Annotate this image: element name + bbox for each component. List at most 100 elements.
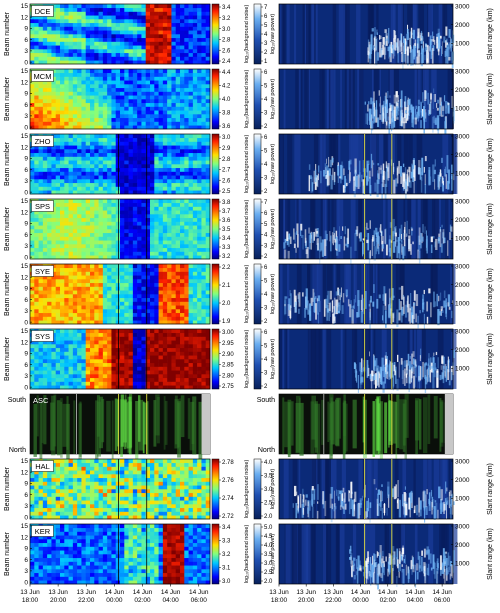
heatmap-cell	[77, 152, 82, 157]
heatmap-cell	[51, 49, 57, 54]
rti-echo	[298, 292, 301, 307]
rti-echo	[448, 169, 450, 184]
rti-echo	[372, 162, 375, 165]
heatmap-cell	[188, 34, 194, 39]
heatmap-cell	[154, 149, 159, 154]
heatmap-cell	[141, 15, 147, 20]
heatmap-cell	[98, 385, 104, 390]
heatmap-cell	[98, 160, 104, 165]
heatmap-cell	[180, 264, 185, 269]
heatmap-cell	[38, 145, 44, 150]
rti-stripe	[434, 199, 440, 259]
noise-axis-label: log₁₀(background noise)	[244, 5, 250, 64]
heatmap-cell	[64, 282, 69, 287]
heatmap-cell	[115, 199, 121, 204]
rti-echo	[333, 175, 336, 185]
rti-echo	[436, 103, 438, 108]
heatmap-cell	[51, 240, 57, 245]
heatmap-cell	[68, 99, 74, 104]
heatmap-cell	[201, 60, 207, 65]
rti-echo	[421, 236, 424, 242]
rti-echo	[387, 91, 389, 98]
heatmap-cell	[205, 22, 211, 27]
heatmap-cell	[51, 182, 57, 187]
heatmap-cell	[77, 190, 82, 195]
heatmap-cell	[81, 49, 87, 54]
rti-echo	[388, 288, 391, 306]
heatmap-cell	[171, 301, 177, 306]
rti-echo	[441, 114, 444, 117]
heatmap-cell	[150, 286, 155, 291]
heatmap-cell	[128, 137, 134, 142]
heatmap-cell	[137, 297, 142, 302]
rti-echo	[316, 175, 319, 188]
heatmap-cell	[115, 56, 121, 61]
heatmap-cell	[102, 232, 108, 237]
rti-echo	[339, 226, 340, 241]
heatmap-cell	[120, 297, 125, 302]
noise-tick-label: 2.6	[222, 48, 231, 54]
heatmap-cell	[85, 290, 91, 295]
heatmap-cell	[132, 214, 138, 219]
rti-echo	[418, 159, 421, 175]
rti-echo	[361, 174, 363, 182]
rti-echo	[371, 160, 374, 177]
heatmap-cell	[38, 297, 44, 302]
rti-stripe	[378, 134, 384, 194]
rti-echo	[395, 239, 398, 242]
heatmap-cell	[102, 167, 108, 172]
heatmap-cell	[167, 271, 172, 276]
heatmap-cell	[128, 236, 134, 241]
rti-echo	[420, 232, 422, 249]
heatmap-cell	[98, 362, 104, 367]
heatmap-cell	[107, 52, 112, 57]
heatmap-cell	[30, 286, 35, 291]
heatmap-cell	[124, 121, 129, 126]
heatmap-cell	[30, 102, 35, 107]
heatmap-cell	[197, 49, 202, 54]
heatmap-cell	[38, 214, 44, 219]
heatmap-cell	[115, 381, 121, 386]
heatmap-cell	[150, 214, 155, 219]
heatmap-cell	[111, 26, 117, 31]
heatmap-cell	[154, 152, 159, 157]
heatmap-cell	[137, 45, 142, 50]
heatmap-cell	[184, 374, 189, 379]
heatmap-cell	[197, 264, 202, 269]
heatmap-cell	[205, 117, 211, 122]
power-tick-label: 2	[264, 189, 268, 195]
beam-tick-label: 15	[21, 263, 29, 270]
heatmap-cell	[115, 244, 121, 249]
rti-stripe	[322, 69, 325, 129]
heatmap-cell	[47, 244, 52, 249]
heatmap-cell	[102, 362, 108, 367]
heatmap-cell	[141, 374, 147, 379]
heatmap-cell	[107, 106, 112, 111]
heatmap-cell	[132, 91, 138, 96]
heatmap-cell	[180, 152, 185, 157]
rti-echo	[293, 228, 295, 240]
rti-stripe	[442, 134, 449, 194]
heatmap-cell	[55, 312, 61, 317]
heatmap-cell	[72, 149, 78, 154]
heatmap-cell	[205, 210, 211, 215]
heatmap-cell	[94, 301, 99, 306]
rti-echo	[414, 39, 416, 47]
heatmap-cell	[201, 137, 207, 142]
heatmap-cell	[90, 217, 95, 222]
heatmap-cell	[145, 106, 151, 111]
heatmap-cell	[158, 76, 164, 81]
heatmap-cell	[111, 52, 117, 57]
heatmap-cell	[68, 221, 74, 226]
heatmap-cell	[145, 255, 151, 260]
heatmap-cell	[124, 114, 129, 119]
heatmap-cell	[111, 206, 117, 211]
heatmap-cell	[30, 247, 35, 252]
heatmap-cell	[72, 294, 78, 299]
heatmap-cell	[197, 95, 202, 100]
rti-stripe	[280, 134, 284, 194]
noise-axis-label: log₁₀(background noise)	[244, 200, 250, 259]
heatmap-cell	[171, 80, 177, 85]
